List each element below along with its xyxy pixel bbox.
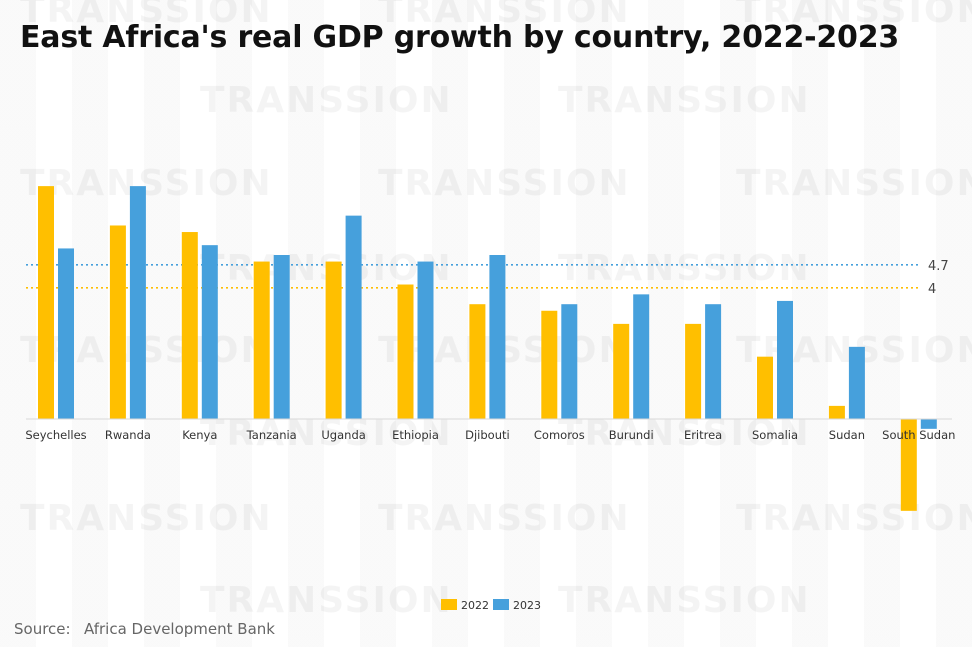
watermark-text: TRANSSION xyxy=(736,163,972,204)
source-value: Africa Development Bank xyxy=(84,620,275,638)
bar-2022-comoros xyxy=(541,310,558,419)
watermark-text: TRANSSION xyxy=(558,580,811,621)
legend-label-2022: 2022 xyxy=(461,599,489,612)
bar-2023-rwanda xyxy=(129,186,146,419)
x-tick-label: Kenya xyxy=(182,428,217,442)
bar-2022-rwanda xyxy=(109,225,126,419)
bar-2022-kenya xyxy=(181,232,198,419)
x-tick-label: Djibouti xyxy=(465,428,510,442)
watermark-text: TRANSSION xyxy=(20,330,273,371)
x-tick-label: Somalia xyxy=(752,428,798,442)
reference-lines: 4.74 xyxy=(26,259,949,297)
reference-line-label-1: 4 xyxy=(928,282,936,297)
bar-2022-eritrea xyxy=(685,323,702,419)
x-tick-label: Ethiopia xyxy=(392,428,439,442)
source-label: Source: xyxy=(14,620,71,638)
bar-2023-seychelles xyxy=(58,248,74,419)
bar-2022-burundi xyxy=(613,323,630,419)
bar-2023-tanzania xyxy=(273,255,290,419)
reference-line-label-0: 4.7 xyxy=(928,259,949,274)
x-tick-label: Uganda xyxy=(321,428,365,442)
watermark-text: TRANSSION xyxy=(558,248,811,289)
watermark-text: TRANSSION xyxy=(20,163,273,204)
x-tick-label: Sudan xyxy=(829,428,865,442)
bar-2023-comoros xyxy=(561,304,578,419)
watermark-text: TRANSSION xyxy=(736,0,972,31)
x-tick-label: Seychelles xyxy=(25,428,86,442)
bar-2023-uganda xyxy=(345,215,362,419)
bar-2023-djibouti xyxy=(489,255,506,419)
watermark-text: TRANSSION xyxy=(558,80,811,121)
bars-layer xyxy=(38,186,937,511)
chart-title: East Africa's real GDP growth by country… xyxy=(20,20,900,55)
watermark-text: TRANSSION xyxy=(20,498,273,539)
bar-2023-somalia xyxy=(777,300,793,419)
source-note: Source: Africa Development Bank xyxy=(14,620,275,638)
x-tick-label: South Sudan xyxy=(882,428,955,442)
watermark-text: TRANSSION xyxy=(200,80,453,121)
legend-swatch-2022 xyxy=(441,599,457,610)
x-tick-label: Tanzania xyxy=(246,428,297,442)
bar-2022-south-sudan xyxy=(900,419,917,511)
bar-2022-tanzania xyxy=(253,261,270,419)
watermark-text: TRANSSION xyxy=(200,413,453,454)
legend: 2022 2023 xyxy=(441,599,541,612)
axis-layer: Seychelles Rwanda Kenya Tanzania Uganda Ethio… xyxy=(25,418,955,442)
x-tick-label: Burundi xyxy=(609,428,654,442)
bar-2023-burundi xyxy=(633,294,650,419)
bar-2022-seychelles xyxy=(38,186,54,419)
watermark-text: TRANSSION xyxy=(736,498,972,539)
bar-2022-sudan xyxy=(828,405,845,419)
bar-2023-kenya xyxy=(201,245,218,419)
bar-2022-uganda xyxy=(325,261,342,419)
watermark-text: TRANSSION xyxy=(558,413,811,454)
bar-2022-ethiopia xyxy=(397,284,414,419)
legend-swatch-2023 xyxy=(493,599,509,610)
watermark-text: TRANSSION xyxy=(20,0,273,31)
bar-2022-djibouti xyxy=(469,304,486,419)
legend-label-2023: 2023 xyxy=(513,599,541,612)
bar-2022-somalia xyxy=(757,356,773,419)
watermark-text: TRANSSION xyxy=(378,163,631,204)
bar-2023-eritrea xyxy=(705,304,722,419)
watermark-text: TRANSSION xyxy=(200,580,453,621)
watermark-text: TRANSSION xyxy=(378,0,631,31)
watermark-text: TRANSSION xyxy=(200,248,453,289)
bar-2023-south-sudan xyxy=(920,419,937,429)
x-tick-label: Eritrea xyxy=(684,428,722,442)
x-tick-label: Rwanda xyxy=(105,428,151,442)
x-tick-label: Comoros xyxy=(534,428,585,442)
bar-2023-ethiopia xyxy=(417,261,434,419)
bar-2023-sudan xyxy=(848,346,865,419)
watermark-text: TRANSSION xyxy=(378,498,631,539)
